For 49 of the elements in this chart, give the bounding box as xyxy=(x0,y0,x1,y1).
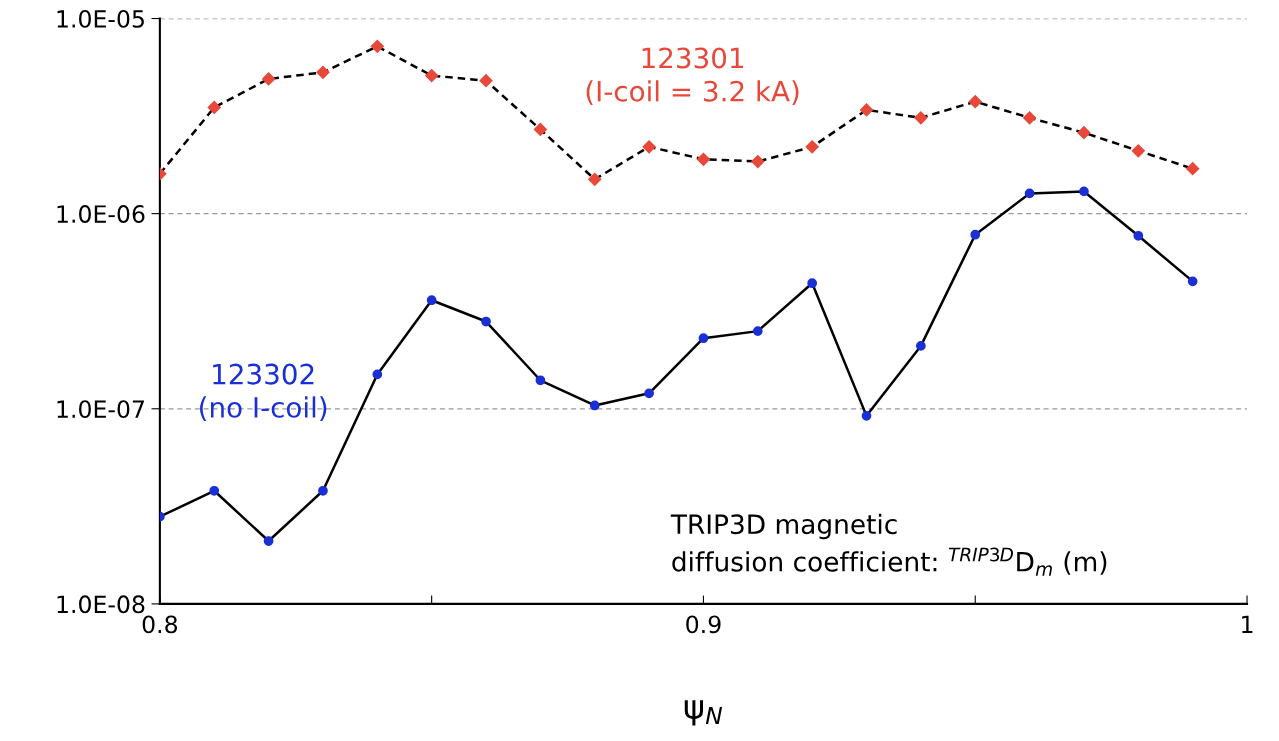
point xyxy=(1131,144,1145,158)
y-tick-label: 1.0E-05 xyxy=(57,9,144,28)
point xyxy=(589,400,600,411)
point xyxy=(1186,162,1200,176)
x-tick-label: 1 xyxy=(1242,615,1253,633)
point xyxy=(752,326,763,336)
point xyxy=(1023,111,1037,125)
point xyxy=(805,140,819,154)
x-tick-label: 0.9 xyxy=(686,615,721,634)
point xyxy=(859,103,874,117)
y-tick-label: 1.0E-08 xyxy=(57,595,145,614)
point xyxy=(696,152,711,166)
y-tick-label: 1.0E-06 xyxy=(57,205,145,223)
point xyxy=(316,65,330,79)
point xyxy=(1024,188,1035,199)
point xyxy=(425,68,439,83)
point xyxy=(207,100,221,115)
annotation: TRIP3D magnetic diffusion coefficient: $^{TRIP3D}$D$_{m}$ (m) xyxy=(670,513,1107,576)
point xyxy=(262,72,276,86)
point xyxy=(533,122,547,137)
point xyxy=(209,485,220,496)
point xyxy=(914,111,928,125)
point xyxy=(970,229,981,240)
point xyxy=(861,410,872,421)
point xyxy=(479,74,493,88)
point xyxy=(807,278,818,289)
point xyxy=(1079,186,1089,197)
point xyxy=(1187,276,1198,287)
point xyxy=(318,485,328,496)
point xyxy=(968,95,982,109)
point xyxy=(588,172,602,186)
point xyxy=(698,333,709,344)
point xyxy=(644,388,654,399)
x-axis-title: ψ$_{N}$ xyxy=(684,700,723,726)
y-tick-label: 1.0E-07 xyxy=(57,400,144,419)
point xyxy=(751,154,765,169)
point xyxy=(370,39,384,53)
series-label: 123301 (I-coil = 3.2 kA) xyxy=(586,47,799,105)
point xyxy=(426,295,437,306)
point xyxy=(263,536,274,546)
series-label: 123302 (no I-coil) xyxy=(200,363,327,422)
point xyxy=(916,341,926,351)
point xyxy=(481,316,491,327)
point xyxy=(1133,230,1144,241)
point xyxy=(642,140,656,154)
x-tick-label: 0.8 xyxy=(142,615,178,634)
point xyxy=(372,369,383,380)
point xyxy=(535,375,546,386)
point xyxy=(1077,126,1091,140)
